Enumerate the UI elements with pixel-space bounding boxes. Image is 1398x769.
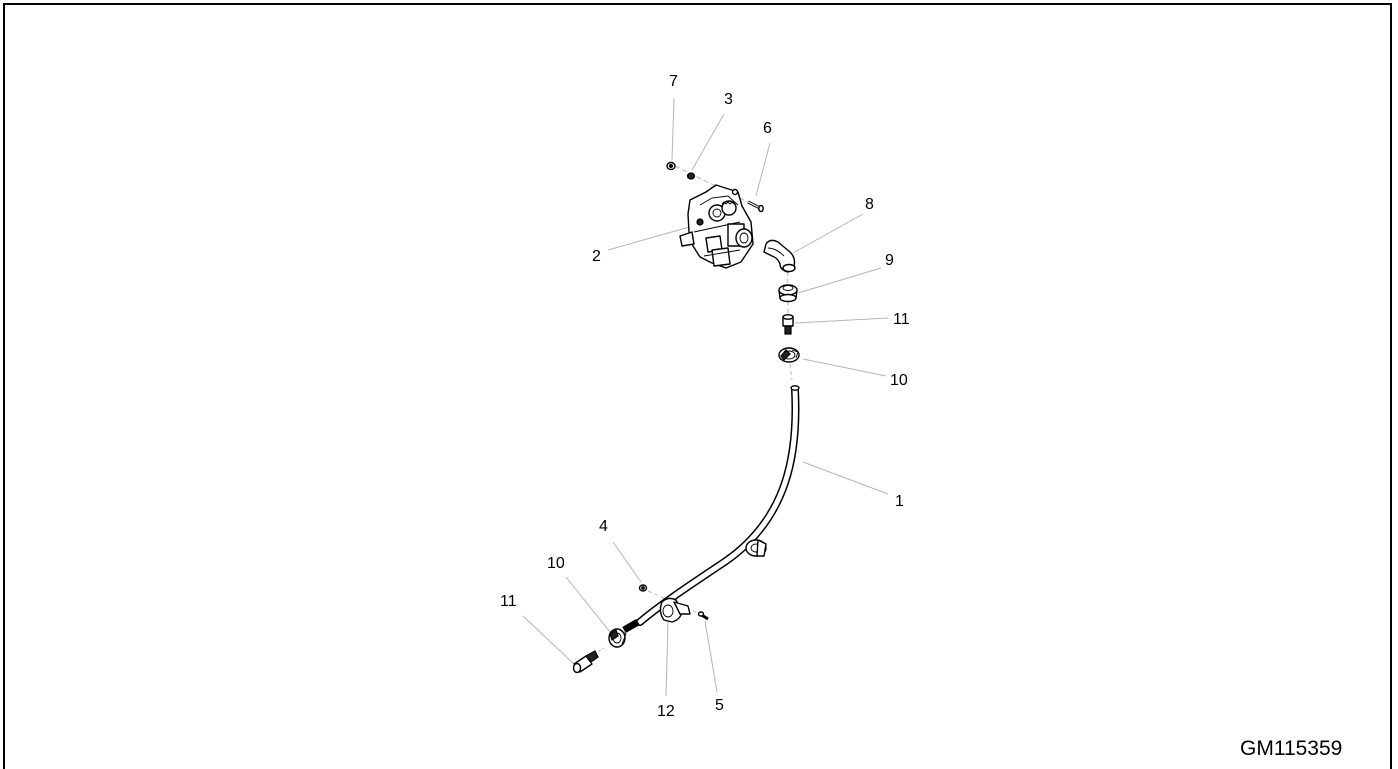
callout-10-top: 10: [890, 372, 908, 389]
callout-8: 8: [865, 196, 874, 213]
part-11-top-fitting: [782, 314, 794, 335]
callout-7: 7: [669, 73, 678, 90]
diagram-frame: [3, 3, 1392, 769]
callout-labels: 7 3 6 8 2 9 11 10 1 4 10 11 12 5: [500, 73, 910, 720]
callout-12: 12: [657, 703, 675, 720]
leader-11-top: [794, 317, 889, 324]
part-10-bottom-clamp: [608, 628, 627, 648]
leader-1: [802, 461, 889, 495]
leader-4: [612, 541, 642, 583]
part-5-screw: [697, 611, 709, 621]
part-10-top-clamp: [778, 347, 800, 363]
part-1-hose: [622, 385, 800, 634]
callout-2: 2: [592, 248, 601, 265]
axis-hose: [786, 271, 789, 285]
part-3-washer: [686, 172, 696, 180]
leader-10-top: [802, 358, 887, 377]
part-2-pump-housing: [679, 184, 754, 269]
callout-9: 9: [885, 252, 894, 269]
part-7-nut: [666, 161, 676, 171]
leader-12: [665, 621, 669, 697]
leader-11-bottom: [522, 615, 576, 666]
part-9-fitting-cap: [778, 284, 798, 303]
hose-clip-middle: [745, 539, 767, 557]
callout-1: 1: [895, 493, 904, 510]
callout-10-bottom: 10: [547, 555, 565, 572]
callout-4: 4: [599, 518, 608, 535]
part-12-bracket: [659, 597, 691, 623]
leader-2: [607, 225, 694, 251]
drawing-id-label: GM115359: [1240, 737, 1343, 760]
part-6-bolt: [747, 200, 764, 213]
leader-6: [755, 142, 771, 197]
callout-5: 5: [715, 697, 724, 714]
callout-11-top: 11: [893, 311, 910, 328]
callout-11-bottom: 11: [500, 593, 517, 610]
leader-10-bottom: [565, 576, 615, 638]
part-8-elbow-hose: [763, 239, 796, 273]
callout-6: 6: [763, 120, 772, 137]
leader-7: [671, 97, 675, 161]
axis-clamp: [789, 363, 793, 381]
part-11-bottom-fitting: [572, 650, 599, 674]
leader-5: [704, 620, 718, 693]
leader-3: [691, 113, 725, 171]
leader-lines: [522, 97, 889, 697]
callout-3: 3: [724, 91, 733, 108]
leader-9: [797, 267, 882, 294]
leader-8: [792, 213, 864, 254]
part-4-nut: [638, 584, 648, 592]
